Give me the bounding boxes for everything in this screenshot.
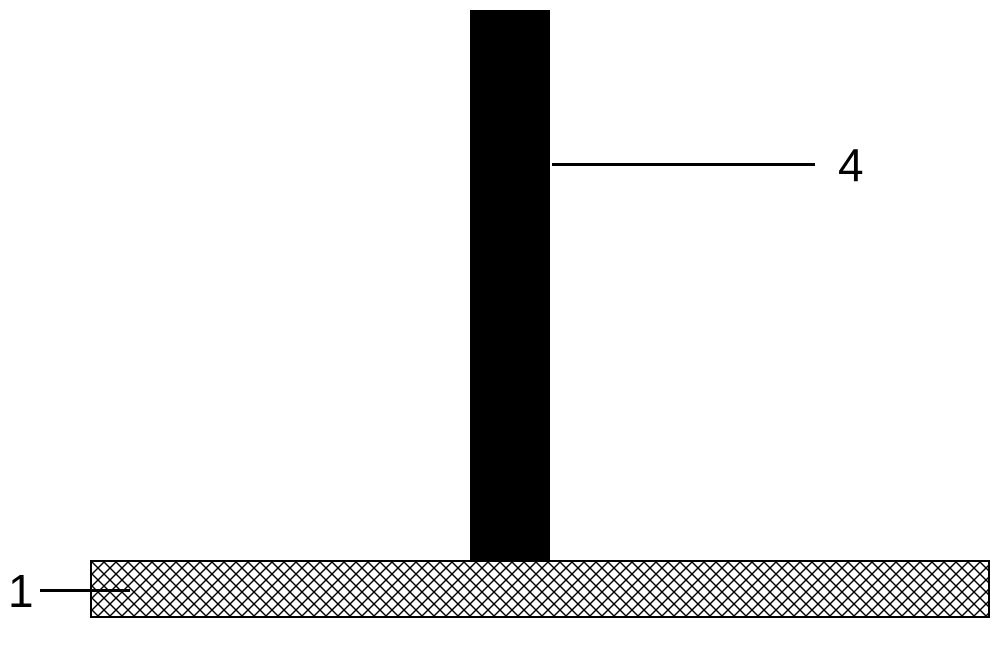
crosshatch-pattern [92,562,988,616]
leader-line-1 [40,589,130,592]
diagram-canvas: 4 1 [0,0,1000,652]
leader-line-4 [552,163,815,166]
vertical-pillar [470,10,550,560]
label-1: 1 [8,564,34,618]
base-band [90,560,990,618]
label-4: 4 [838,138,864,192]
